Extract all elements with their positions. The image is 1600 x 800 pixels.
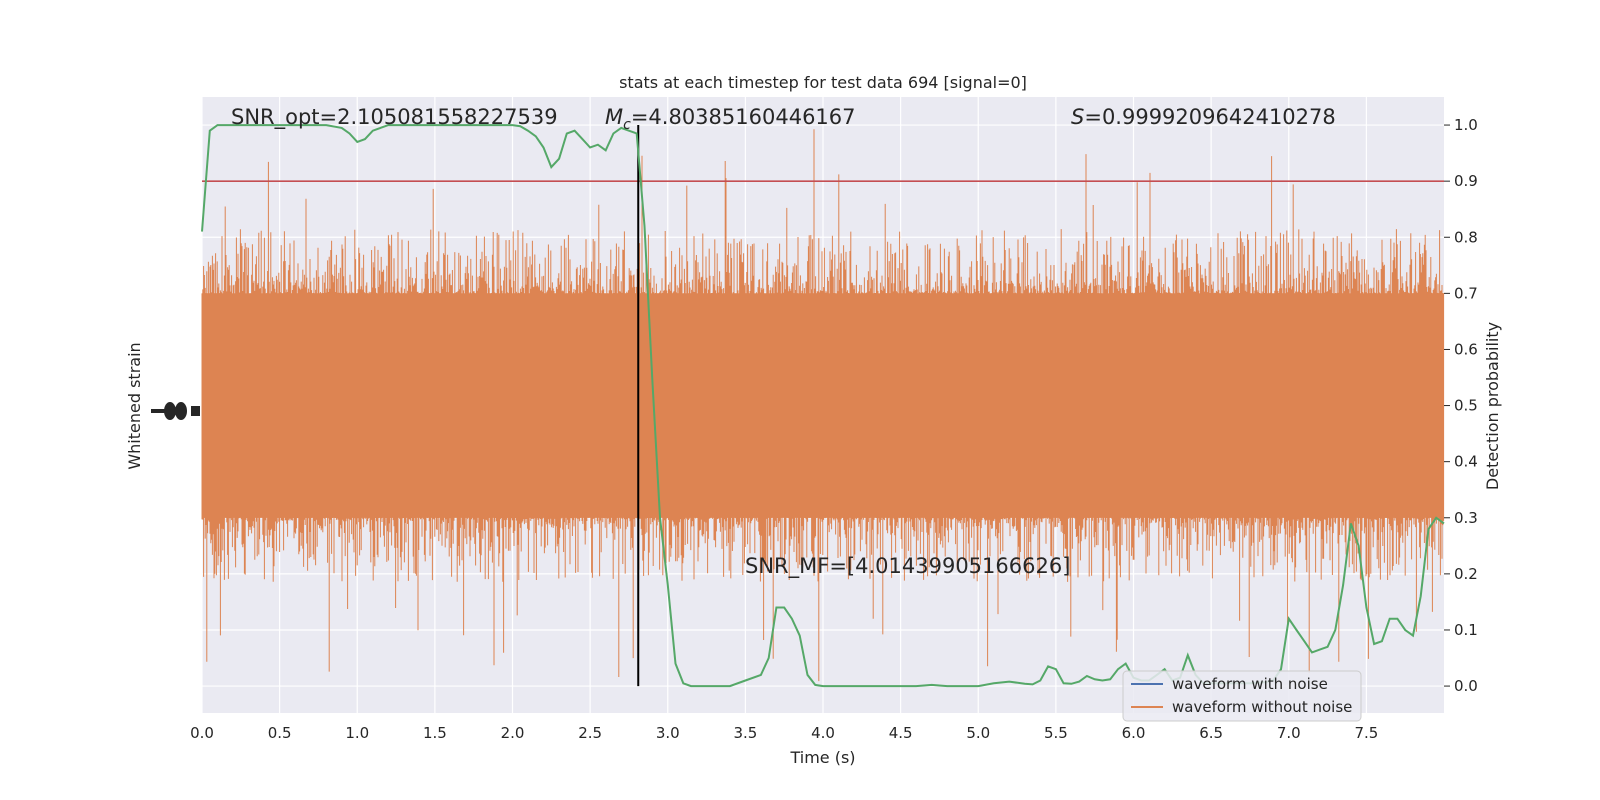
legend: waveform with noise waveform without noi… <box>1122 670 1362 722</box>
x-tick-label: 1.5 <box>423 724 447 742</box>
x-tick-label: 3.5 <box>733 724 757 742</box>
y-axis-left-label: Whitened strain <box>125 342 144 469</box>
y-tick-label: 0.5 <box>1454 397 1478 415</box>
y-tick-label: 0.3 <box>1454 509 1478 527</box>
chart-title: stats at each timestep for test data 694… <box>619 73 1027 92</box>
legend-frame <box>1122 670 1362 722</box>
s-symbol: S <box>1071 105 1084 129</box>
y-axis-right-ticks: 0.0 0.1 0.2 0.3 0.4 0.5 0.6 0.7 0.8 0.9 1.0 <box>1444 116 1478 695</box>
x-tick-label: 6.5 <box>1199 724 1223 742</box>
snr-mf-annotation: SNR_MF=[4.01439905166626] <box>745 554 1070 579</box>
y-tick-label: 0.1 <box>1454 621 1478 639</box>
x-tick-label: 5.5 <box>1044 724 1068 742</box>
x-tick-label: 6.0 <box>1122 724 1146 742</box>
y-tick-label: 0.7 <box>1454 284 1478 302</box>
x-tick-label: 2.5 <box>578 724 602 742</box>
legend-label-without-noise: waveform without noise <box>1172 698 1352 716</box>
x-tick-label: 4.5 <box>889 724 913 742</box>
chirp-mass-symbol: M <box>605 105 623 129</box>
y-tick-label: 0.8 <box>1454 228 1478 246</box>
strain-spikes <box>201 129 1445 682</box>
y-tick-label: 1.0 <box>1454 116 1478 134</box>
left-axis-overlapped-ticks <box>151 402 200 420</box>
strain-trace-without-noise <box>201 129 1445 682</box>
snr-opt-annotation: SNR_opt=2.105081558227539 <box>231 105 558 130</box>
x-tick-label: 0.5 <box>268 724 292 742</box>
chirp-mass-annotation: Mc=4.80385160446167 <box>605 105 856 133</box>
x-tick-label: 5.0 <box>966 724 990 742</box>
s-annotation: S=0.9999209642410278 <box>1071 105 1336 129</box>
y-tick-label: 0.6 <box>1454 340 1478 358</box>
x-tick-label: 4.0 <box>811 724 835 742</box>
y-tick-label: 0.9 <box>1454 172 1478 190</box>
x-tick-label: 3.0 <box>656 724 680 742</box>
y-tick-label: 0.4 <box>1454 453 1478 471</box>
x-tick-label: 7.0 <box>1277 724 1301 742</box>
legend-label-with-noise: waveform with noise <box>1172 675 1328 693</box>
x-axis-ticks: 0.0 0.5 1.0 1.5 2.0 2.5 3.0 3.5 4.0 4.5 5.0 5.5 6.0 6… <box>190 724 1378 742</box>
y-tick-label: 0.2 <box>1454 565 1478 583</box>
x-tick-label: 0.0 <box>190 724 214 742</box>
x-tick-label: 1.0 <box>345 724 369 742</box>
x-tick-label: 7.5 <box>1354 724 1378 742</box>
x-axis-label: Time (s) <box>789 748 855 767</box>
y-tick-label: 0.0 <box>1454 677 1478 695</box>
x-tick-label: 2.0 <box>501 724 525 742</box>
chirp-mass-subscript: c <box>623 117 631 133</box>
y-axis-right-label: Detection probability <box>1483 322 1502 490</box>
s-value: =0.9999209642410278 <box>1084 105 1335 129</box>
chirp-mass-value: =4.80385160446167 <box>631 105 856 129</box>
